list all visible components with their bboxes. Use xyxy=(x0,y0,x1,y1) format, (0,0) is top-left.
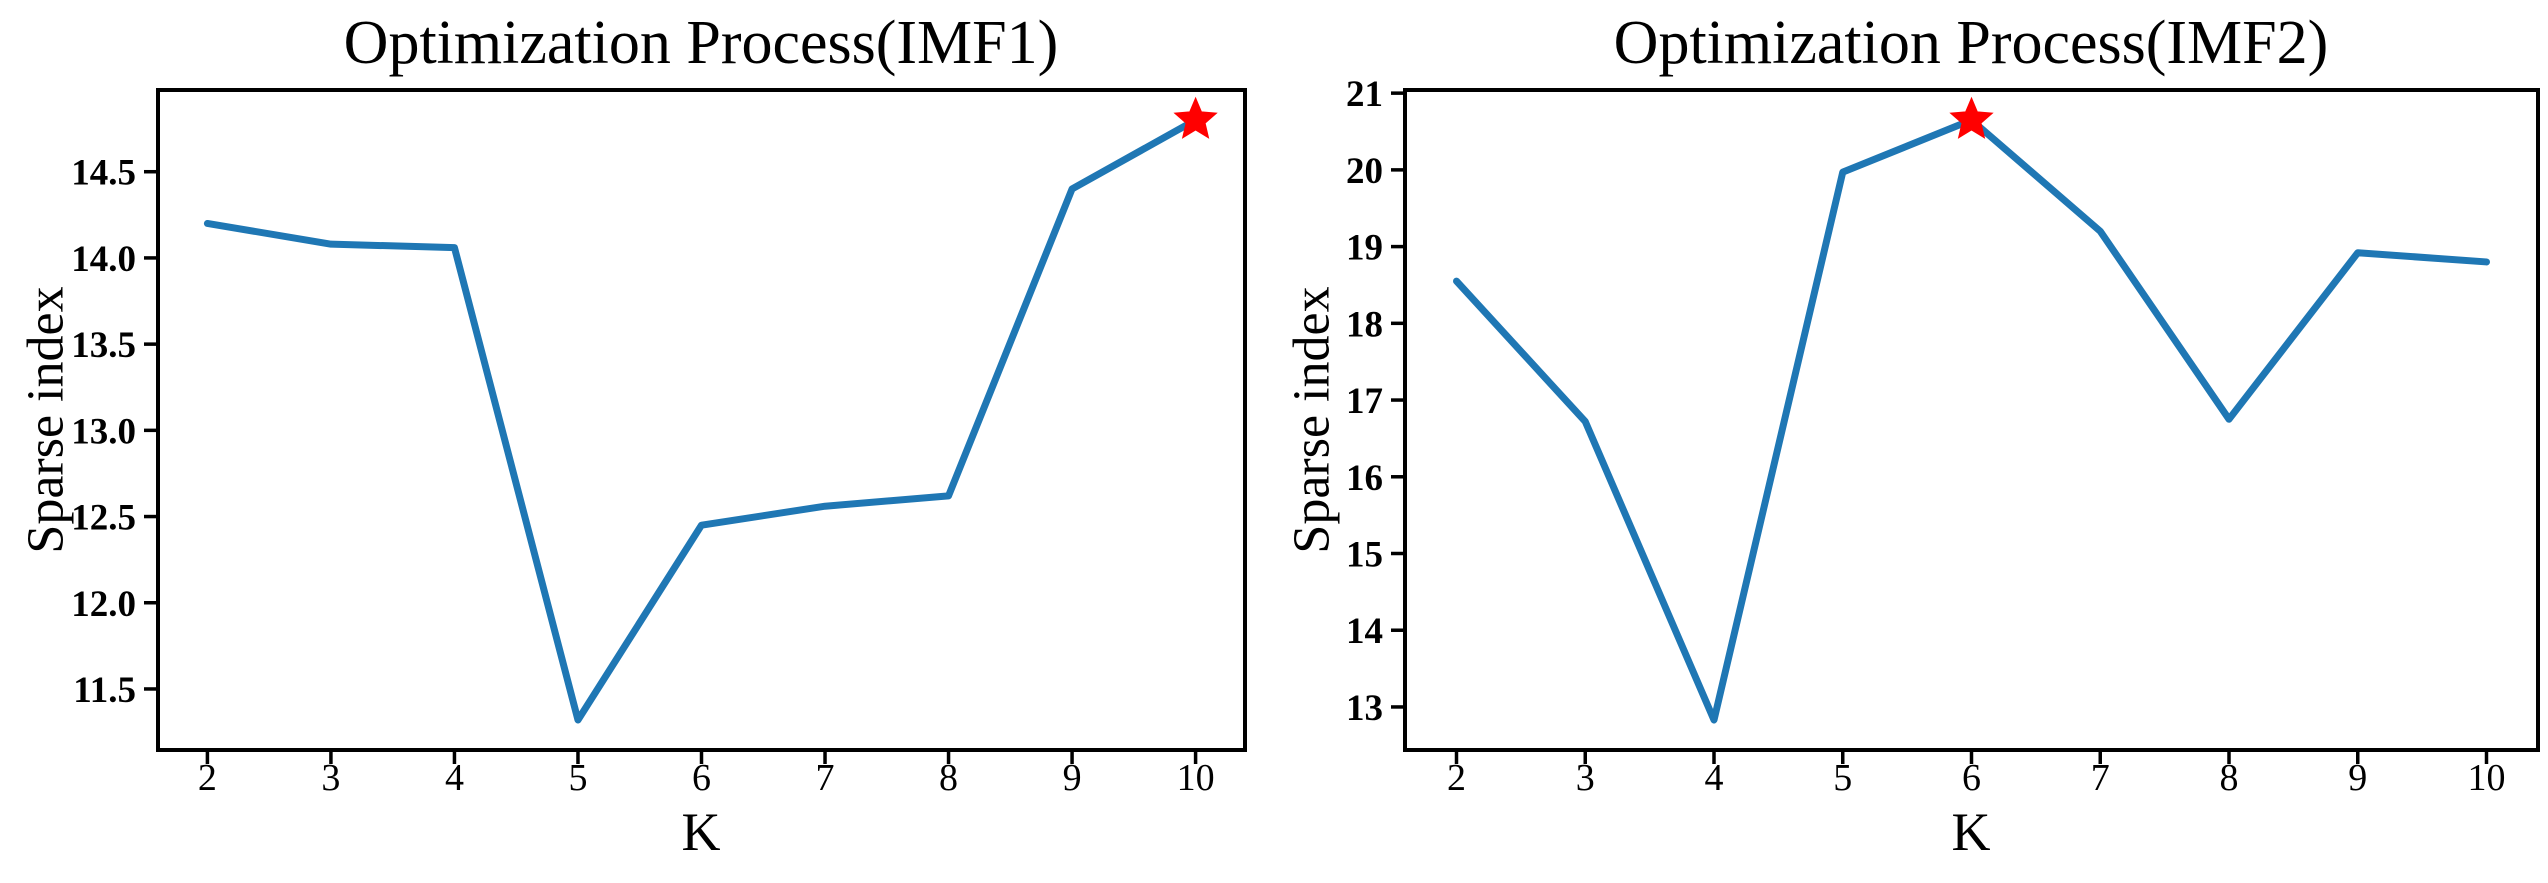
y-tick-label: 19 xyxy=(1346,228,1383,269)
x-tick-label: 6 xyxy=(692,757,711,799)
optimal-point-star-icon xyxy=(1949,96,1994,139)
x-tick-label: 2 xyxy=(198,757,217,799)
x-tick-label: 7 xyxy=(2091,757,2110,799)
axes-box xyxy=(1403,88,2540,752)
y-tick-label: 21 xyxy=(1346,74,1383,115)
y-tick-label: 16 xyxy=(1346,458,1383,499)
y-tick-label: 14.5 xyxy=(71,153,136,194)
x-tick-label: 2 xyxy=(1447,757,1466,799)
y-tick-label: 14.0 xyxy=(71,239,136,280)
chart2-y-axis-label: Sparse index xyxy=(1283,286,1341,554)
y-tick-label: 11.5 xyxy=(73,670,136,711)
chart2-x-axis-label: K xyxy=(1951,802,1991,862)
y-tick-label: 13.0 xyxy=(71,411,136,452)
chart1-x-axis-label: K xyxy=(681,802,721,862)
x-tick-label: 9 xyxy=(1063,757,1082,799)
x-tick-label: 6 xyxy=(1962,757,1981,799)
x-tick-label: 5 xyxy=(1833,757,1852,799)
y-tick-label: 13.5 xyxy=(71,325,136,366)
chart1-title: Optimization Process(IMF1) xyxy=(343,9,1059,77)
chart2-title: Optimization Process(IMF2) xyxy=(1613,9,2329,77)
x-tick-label: 3 xyxy=(1576,757,1595,799)
x-tick-label: 8 xyxy=(2220,757,2239,799)
x-tick-label: 8 xyxy=(939,757,958,799)
x-tick-label: 10 xyxy=(1177,757,1215,799)
x-tick-label: 4 xyxy=(1705,757,1724,799)
y-tick-label: 17 xyxy=(1346,381,1383,422)
sparse-index-line-series xyxy=(203,116,1200,724)
y-tick-label: 13 xyxy=(1346,688,1383,729)
y-tick-label: 14 xyxy=(1346,611,1383,652)
sparse-index-line-series xyxy=(1453,116,2490,724)
axes-box xyxy=(156,88,1247,752)
x-tick-label: 4 xyxy=(445,757,464,799)
chart-panel-2: 2 3 4 5 6 7 8 9 10 13 14 15 16 17 18 19 20 21 xyxy=(1346,74,2540,799)
optimal-point-star-icon xyxy=(1173,96,1218,139)
y-tick-label: 20 xyxy=(1346,151,1383,192)
x-tick-label: 9 xyxy=(2348,757,2367,799)
y-tick-label: 12.5 xyxy=(71,498,136,539)
chart-panel-1: 2 3 4 5 6 7 8 9 10 11.5 12.0 12.5 13.0 13.5 14.0 14.5 xyxy=(71,88,1247,799)
x-tick-label: 5 xyxy=(568,757,587,799)
x-tick-label: 10 xyxy=(2468,757,2506,799)
x-tick-label: 7 xyxy=(816,757,835,799)
y-tick-label: 12.0 xyxy=(71,584,136,625)
y-tick-label: 18 xyxy=(1346,304,1383,345)
y-tick-label: 15 xyxy=(1346,535,1383,576)
chart1-y-axis-label: Sparse index xyxy=(17,286,75,554)
x-tick-label: 3 xyxy=(321,757,340,799)
